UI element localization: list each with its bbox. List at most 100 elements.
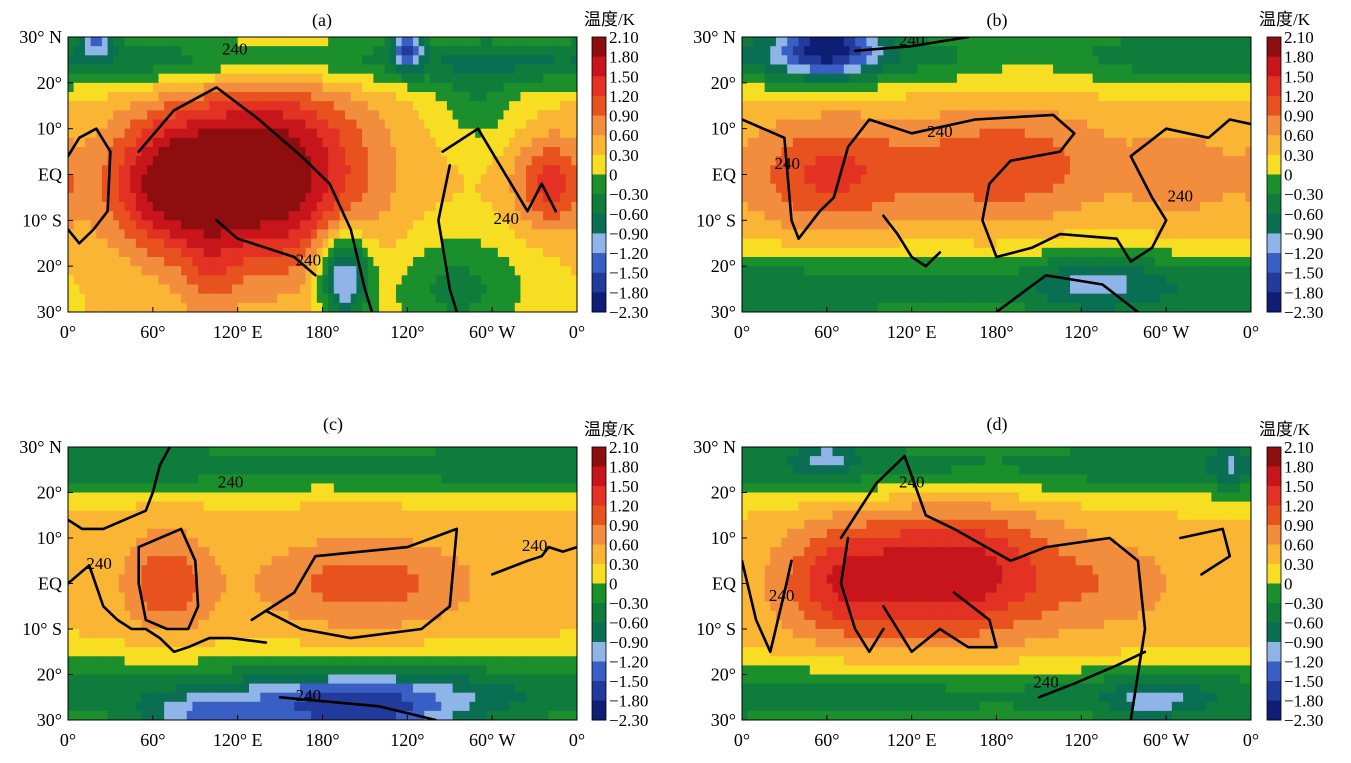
heatmap-cell [1160, 238, 1167, 249]
heatmap-cell [186, 82, 194, 93]
heatmap-cell [424, 293, 431, 304]
heatmap-cell [1086, 110, 1094, 121]
heatmap-cell [1086, 73, 1094, 84]
heatmap-cell [872, 147, 879, 157]
heatmap-cell [124, 156, 131, 166]
heatmap-cell [407, 64, 414, 75]
heatmap-cell [996, 174, 1003, 185]
heatmap-cell [345, 46, 352, 56]
heatmap-cell [990, 165, 998, 176]
heatmap-cell [1194, 183, 1201, 194]
heatmap-cell [900, 220, 907, 231]
x-axis: 0° 60° 120° E 180° 120° 60° W 0° [60, 307, 585, 342]
heatmap-cell [1154, 101, 1162, 111]
heatmap-cell [1194, 229, 1201, 240]
heatmap-cell [798, 137, 805, 148]
heatmap-cell [265, 275, 273, 286]
heatmap-cell [1013, 119, 1020, 130]
heatmap-cell [463, 156, 471, 166]
heatmap-cell [514, 92, 522, 102]
heatmap-cell [1205, 119, 1213, 130]
heatmap-cell [288, 211, 295, 221]
heatmap-cell [220, 247, 227, 258]
heatmap-cell [305, 82, 312, 93]
heatmap-cell [543, 137, 550, 148]
heatmap-cell [753, 37, 760, 47]
heatmap-cell [543, 183, 550, 194]
heatmap-cell [571, 110, 577, 121]
heatmap-cell [345, 82, 352, 93]
heatmap-cell [192, 284, 199, 295]
heatmap-cell [855, 211, 862, 221]
heatmap-cell [821, 110, 828, 121]
heatmap-cell [1007, 119, 1015, 130]
heatmap-cell [412, 46, 420, 56]
heatmap-cell [1115, 82, 1122, 93]
heatmap-cell [203, 119, 210, 130]
heatmap-cell [299, 55, 307, 66]
heatmap-cell [429, 284, 437, 295]
heatmap-cell [141, 192, 148, 203]
heatmap-cell [288, 119, 295, 130]
heatmap-cell [282, 55, 290, 66]
colorbar-swatch [592, 115, 606, 136]
heatmap-cell [838, 46, 845, 56]
heatmap-cell [441, 64, 448, 75]
heatmap-cell [968, 64, 975, 75]
heatmap-cell [345, 229, 352, 240]
heatmap-cell [248, 165, 256, 176]
heatmap-cell [1075, 82, 1082, 93]
heatmap-cell [543, 192, 550, 203]
heatmap-cell [973, 165, 981, 176]
heatmap-cell [446, 238, 454, 249]
heatmap-cell [333, 247, 341, 258]
heatmap-cell [821, 211, 828, 221]
heatmap-cell [753, 147, 760, 157]
heatmap-cell [753, 220, 760, 231]
heatmap-cell [367, 229, 374, 240]
heatmap-cell [826, 257, 834, 267]
heatmap-cell [900, 119, 907, 130]
heatmap-cell [1217, 110, 1224, 121]
heatmap-cell [446, 211, 454, 221]
heatmap-cell [1024, 192, 1032, 203]
heatmap-cell [889, 110, 896, 121]
heatmap-cell [135, 37, 143, 47]
heatmap-cell [316, 174, 324, 185]
heatmap-cell [548, 73, 555, 84]
heatmap-cell [73, 37, 80, 47]
heatmap-cell [1194, 247, 1201, 258]
heatmap-cell [1188, 156, 1196, 166]
heatmap-cell [113, 64, 120, 75]
heatmap-cell [877, 192, 884, 203]
heatmap-cell [113, 73, 120, 84]
heatmap-cell [209, 293, 216, 304]
heatmap-cell [1222, 192, 1229, 203]
heatmap-cell [843, 101, 851, 111]
heatmap-cell [79, 119, 86, 130]
heatmap-cell [1115, 192, 1122, 203]
heatmap-cell [1002, 46, 1009, 56]
heatmap-cell [362, 238, 369, 249]
heatmap-cell [282, 92, 290, 102]
heatmap-cell [996, 73, 1003, 84]
heatmap-cell [1070, 238, 1077, 249]
heatmap-cell [147, 293, 154, 304]
heatmap-cell [192, 119, 199, 130]
heatmap-cell [226, 202, 233, 212]
heatmap-cell [809, 174, 817, 185]
heatmap-cell [260, 101, 267, 111]
heatmap-cell [192, 137, 199, 148]
heatmap-cell [1075, 192, 1082, 203]
heatmap-cell [1064, 46, 1071, 56]
heatmap-cell [169, 192, 177, 203]
heatmap-cell [130, 275, 137, 286]
heatmap-cell [1098, 165, 1105, 176]
heatmap-cell [141, 101, 148, 111]
heatmap-cell [1245, 137, 1251, 148]
heatmap-cell [169, 73, 177, 84]
heatmap-cell [328, 156, 335, 166]
heatmap-cell [282, 284, 290, 295]
heatmap-cell [962, 257, 969, 267]
heatmap-cell [299, 110, 307, 121]
